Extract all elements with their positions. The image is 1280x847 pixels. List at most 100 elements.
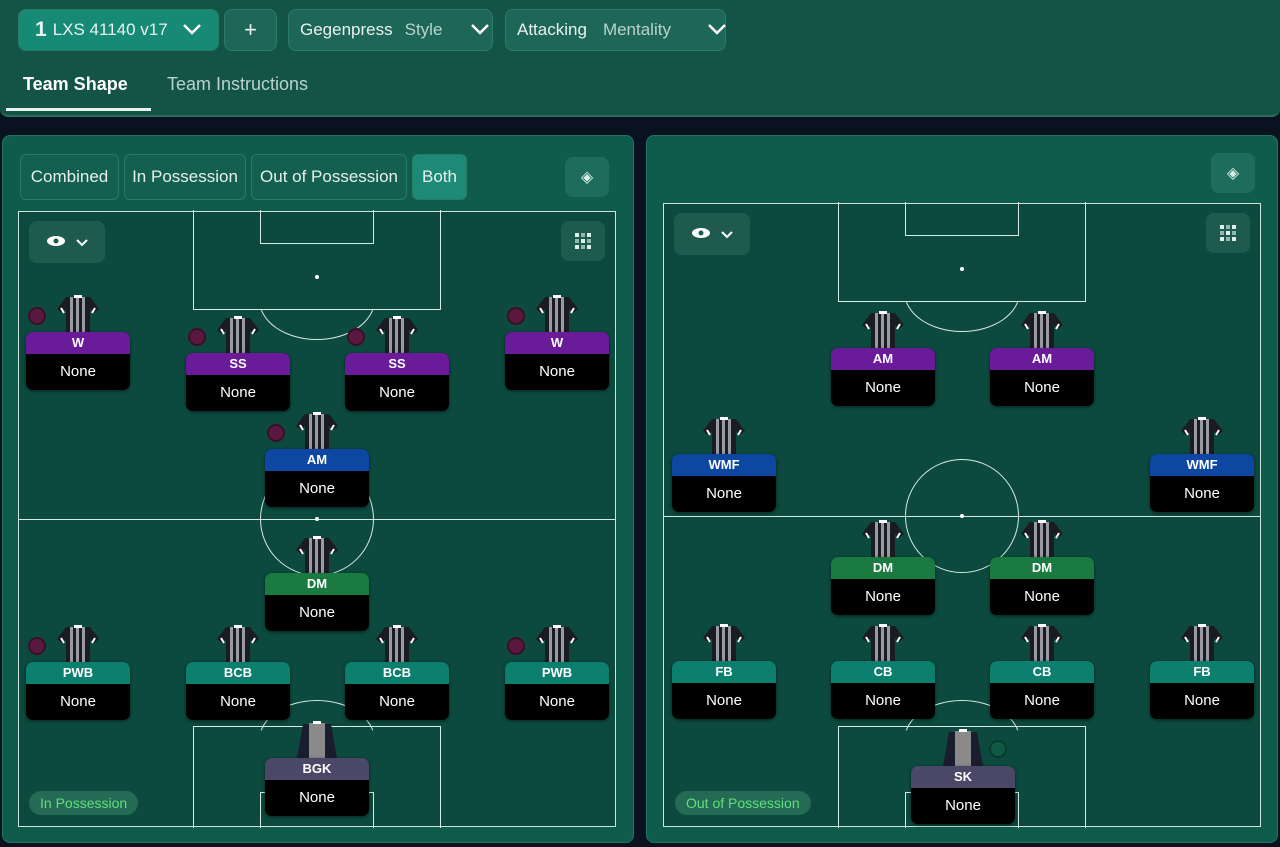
jersey-icon <box>861 310 905 350</box>
tactic-selector[interactable]: 1 LXS 41140 v17 <box>18 9 219 51</box>
player-name: None <box>539 363 575 380</box>
role-label: W <box>505 332 609 354</box>
out-of-possession-label: Out of Possession <box>675 791 811 815</box>
jersey-icon <box>702 416 746 456</box>
player-card-fb[interactable]: FB None <box>672 661 776 719</box>
active-tab-indicator <box>6 108 151 111</box>
mentality-label: Mentality <box>602 20 671 39</box>
player-name: None <box>1184 485 1220 502</box>
view-both[interactable]: Both <box>412 154 467 200</box>
player-card-pwb[interactable]: PWB None <box>26 662 130 720</box>
centre-spot <box>960 514 964 518</box>
jersey-icon <box>56 624 100 664</box>
tab-team-shape[interactable]: Team Shape <box>23 74 128 94</box>
player-trait-icon <box>507 637 525 655</box>
penalty-spot <box>960 267 964 271</box>
player-card-fb[interactable]: FB None <box>1150 661 1254 719</box>
mentality-value: Attacking <box>517 20 587 39</box>
player-card-wmf[interactable]: WMF None <box>1150 454 1254 512</box>
chevron-down-icon <box>466 20 498 40</box>
player-card-bcb[interactable]: BCB None <box>186 662 290 720</box>
role-label: DM <box>265 573 369 595</box>
mentality-dropdown[interactable]: Attacking Mentality <box>505 9 726 51</box>
jersey-icon <box>1180 416 1224 456</box>
swap-icon[interactable]: ◈ <box>1211 153 1255 193</box>
tactic-number: 1 <box>35 18 47 41</box>
jersey-icon <box>1020 623 1064 663</box>
player-card-pwb[interactable]: PWB None <box>505 662 609 720</box>
role-label: CB <box>990 661 1094 683</box>
player-card-dm[interactable]: DM None <box>831 557 935 615</box>
pitch-out-of-possession <box>663 202 1261 828</box>
player-name: None <box>299 789 335 806</box>
player-name: None <box>706 485 742 502</box>
style-dropdown[interactable]: Gegenpress Style <box>288 9 493 51</box>
jersey-icon <box>1020 310 1064 350</box>
role-label: CB <box>831 661 935 683</box>
player-card-ss[interactable]: SS None <box>345 353 449 411</box>
role-label: BCB <box>186 662 290 684</box>
goalkeeper-jersey-icon <box>295 720 339 760</box>
player-card-wmf[interactable]: WMF None <box>672 454 776 512</box>
view-out-of-possession[interactable]: Out of Possession <box>251 154 407 200</box>
jersey-icon <box>1020 519 1064 559</box>
view-in-possession[interactable]: In Possession <box>124 154 246 200</box>
player-name: None <box>1024 588 1060 605</box>
player-trait-icon <box>267 424 285 442</box>
in-possession-label: In Possession <box>29 791 139 815</box>
visibility-dropdown[interactable] <box>29 221 105 263</box>
player-name: None <box>865 692 901 709</box>
role-label: FB <box>1150 661 1254 683</box>
chevron-down-icon <box>703 20 735 40</box>
player-name: None <box>379 384 415 401</box>
penalty-box-top <box>193 210 441 310</box>
player-card-dm[interactable]: DM None <box>265 573 369 631</box>
role-label: AM <box>990 348 1094 370</box>
six-yard-box-top <box>905 202 1019 236</box>
player-name: None <box>220 384 256 401</box>
jersey-icon <box>216 624 260 664</box>
role-label: AM <box>265 449 369 471</box>
role-label: FB <box>672 661 776 683</box>
player-card-am[interactable]: AM None <box>265 449 369 507</box>
eye-icon <box>46 234 66 250</box>
swap-icon[interactable]: ◈ <box>565 157 609 197</box>
style-label: Style <box>404 20 443 39</box>
eye-icon <box>691 226 711 242</box>
player-card-ss[interactable]: SS None <box>186 353 290 411</box>
centre-circle <box>905 459 1019 573</box>
role-label: W <box>26 332 130 354</box>
grid-view-icon[interactable] <box>1206 213 1250 253</box>
grid-view-icon[interactable] <box>561 221 605 261</box>
player-card-am[interactable]: AM None <box>831 348 935 406</box>
jersey-icon <box>861 519 905 559</box>
player-card-am[interactable]: AM None <box>990 348 1094 406</box>
goalkeeper-jersey-icon <box>941 728 985 768</box>
player-trait-icon <box>507 307 525 325</box>
jersey-icon <box>375 624 419 664</box>
centre-spot <box>315 517 319 521</box>
player-name: None <box>1024 692 1060 709</box>
chevron-down-icon <box>182 20 202 40</box>
jersey-icon <box>535 294 579 334</box>
role-label: PWB <box>505 662 609 684</box>
view-combined[interactable]: Combined <box>20 154 119 200</box>
role-label: SS <box>345 353 449 375</box>
player-card-w[interactable]: W None <box>26 332 130 390</box>
player-card-dm[interactable]: DM None <box>990 557 1094 615</box>
jersey-icon <box>56 294 100 334</box>
player-name: None <box>1184 692 1220 709</box>
player-card-sk[interactable]: SK None <box>911 766 1015 824</box>
jersey-icon <box>702 623 746 663</box>
tab-team-instructions[interactable]: Team Instructions <box>167 74 309 94</box>
role-label: BGK <box>265 758 369 780</box>
player-card-cb[interactable]: CB None <box>831 661 935 719</box>
jersey-icon <box>1180 623 1224 663</box>
player-card-w[interactable]: W None <box>505 332 609 390</box>
add-tactic-button[interactable]: + <box>224 9 277 51</box>
player-trait-icon <box>989 740 1007 758</box>
visibility-dropdown[interactable] <box>674 213 750 255</box>
player-card-cb[interactable]: CB None <box>990 661 1094 719</box>
player-card-bcb[interactable]: BCB None <box>345 662 449 720</box>
player-card-bgk[interactable]: BGK None <box>265 758 369 816</box>
